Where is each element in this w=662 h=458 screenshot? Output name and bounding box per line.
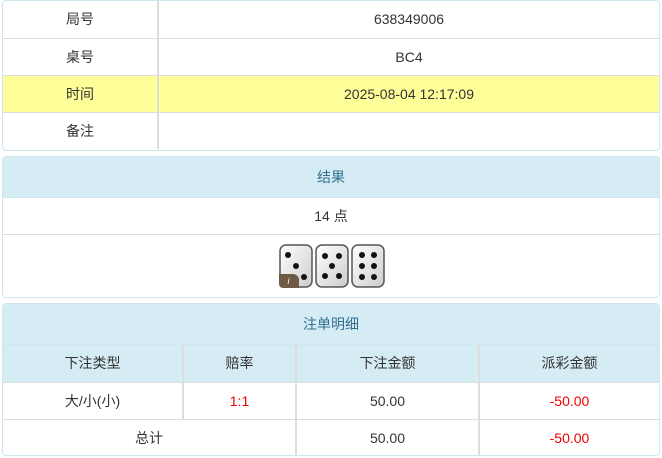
result-points: 14 点: [3, 198, 659, 235]
header-amount: 下注金额: [296, 345, 480, 383]
header-payout: 派彩金额: [479, 345, 659, 383]
bet-detail-title: 注单明细: [3, 304, 659, 345]
header-row: 下注类型 赔率 下注金额 派彩金额: [3, 345, 659, 383]
info-badge-icon[interactable]: i: [278, 274, 299, 288]
dice-row: i: [3, 235, 659, 297]
bet-detail-panel: 注单明细 下注类型 赔率 下注金额 派彩金额 大/小(小) 1:1 50.00 …: [2, 303, 660, 456]
value: [158, 112, 659, 149]
row-table-number: 桌号 BC4: [3, 38, 659, 76]
label: 桌号: [3, 38, 159, 76]
die-6: [350, 244, 385, 288]
row-remark: 备注: [3, 112, 659, 149]
die-3: i: [278, 244, 313, 288]
value: 2025-08-04 12:17:09: [158, 75, 659, 113]
result-title: 结果: [3, 157, 659, 198]
table-row: 大/小(小) 1:1 50.00 -50.00: [3, 382, 659, 420]
die-5: [314, 244, 349, 288]
result-panel: 结果 14 点 i: [2, 156, 660, 298]
value: BC4: [158, 38, 659, 76]
value: 638349006: [158, 1, 659, 39]
total-payout: -50.00: [549, 429, 590, 446]
row-round-number: 局号 638349006: [3, 1, 659, 39]
total-amount: 50.00: [296, 419, 480, 455]
label: 备注: [3, 112, 159, 149]
header-odds: 赔率: [183, 345, 297, 383]
total-row: 总计 50.00 -50.00: [3, 419, 659, 455]
total-label: 总计: [3, 419, 297, 455]
round-info-panel: 局号 638349006 桌号 BC4 时间 2025-08-04 12:17:09 …: [2, 0, 660, 151]
amount: 50.00: [296, 382, 480, 420]
label: 时间: [3, 75, 159, 113]
header-bet-type: 下注类型: [3, 345, 184, 383]
bet-type: 大/小(小): [3, 382, 184, 420]
payout: -50.00: [479, 382, 659, 420]
label: 局号: [3, 1, 159, 39]
row-time: 时间 2025-08-04 12:17:09: [3, 75, 659, 113]
odds: 1:1: [183, 382, 297, 420]
